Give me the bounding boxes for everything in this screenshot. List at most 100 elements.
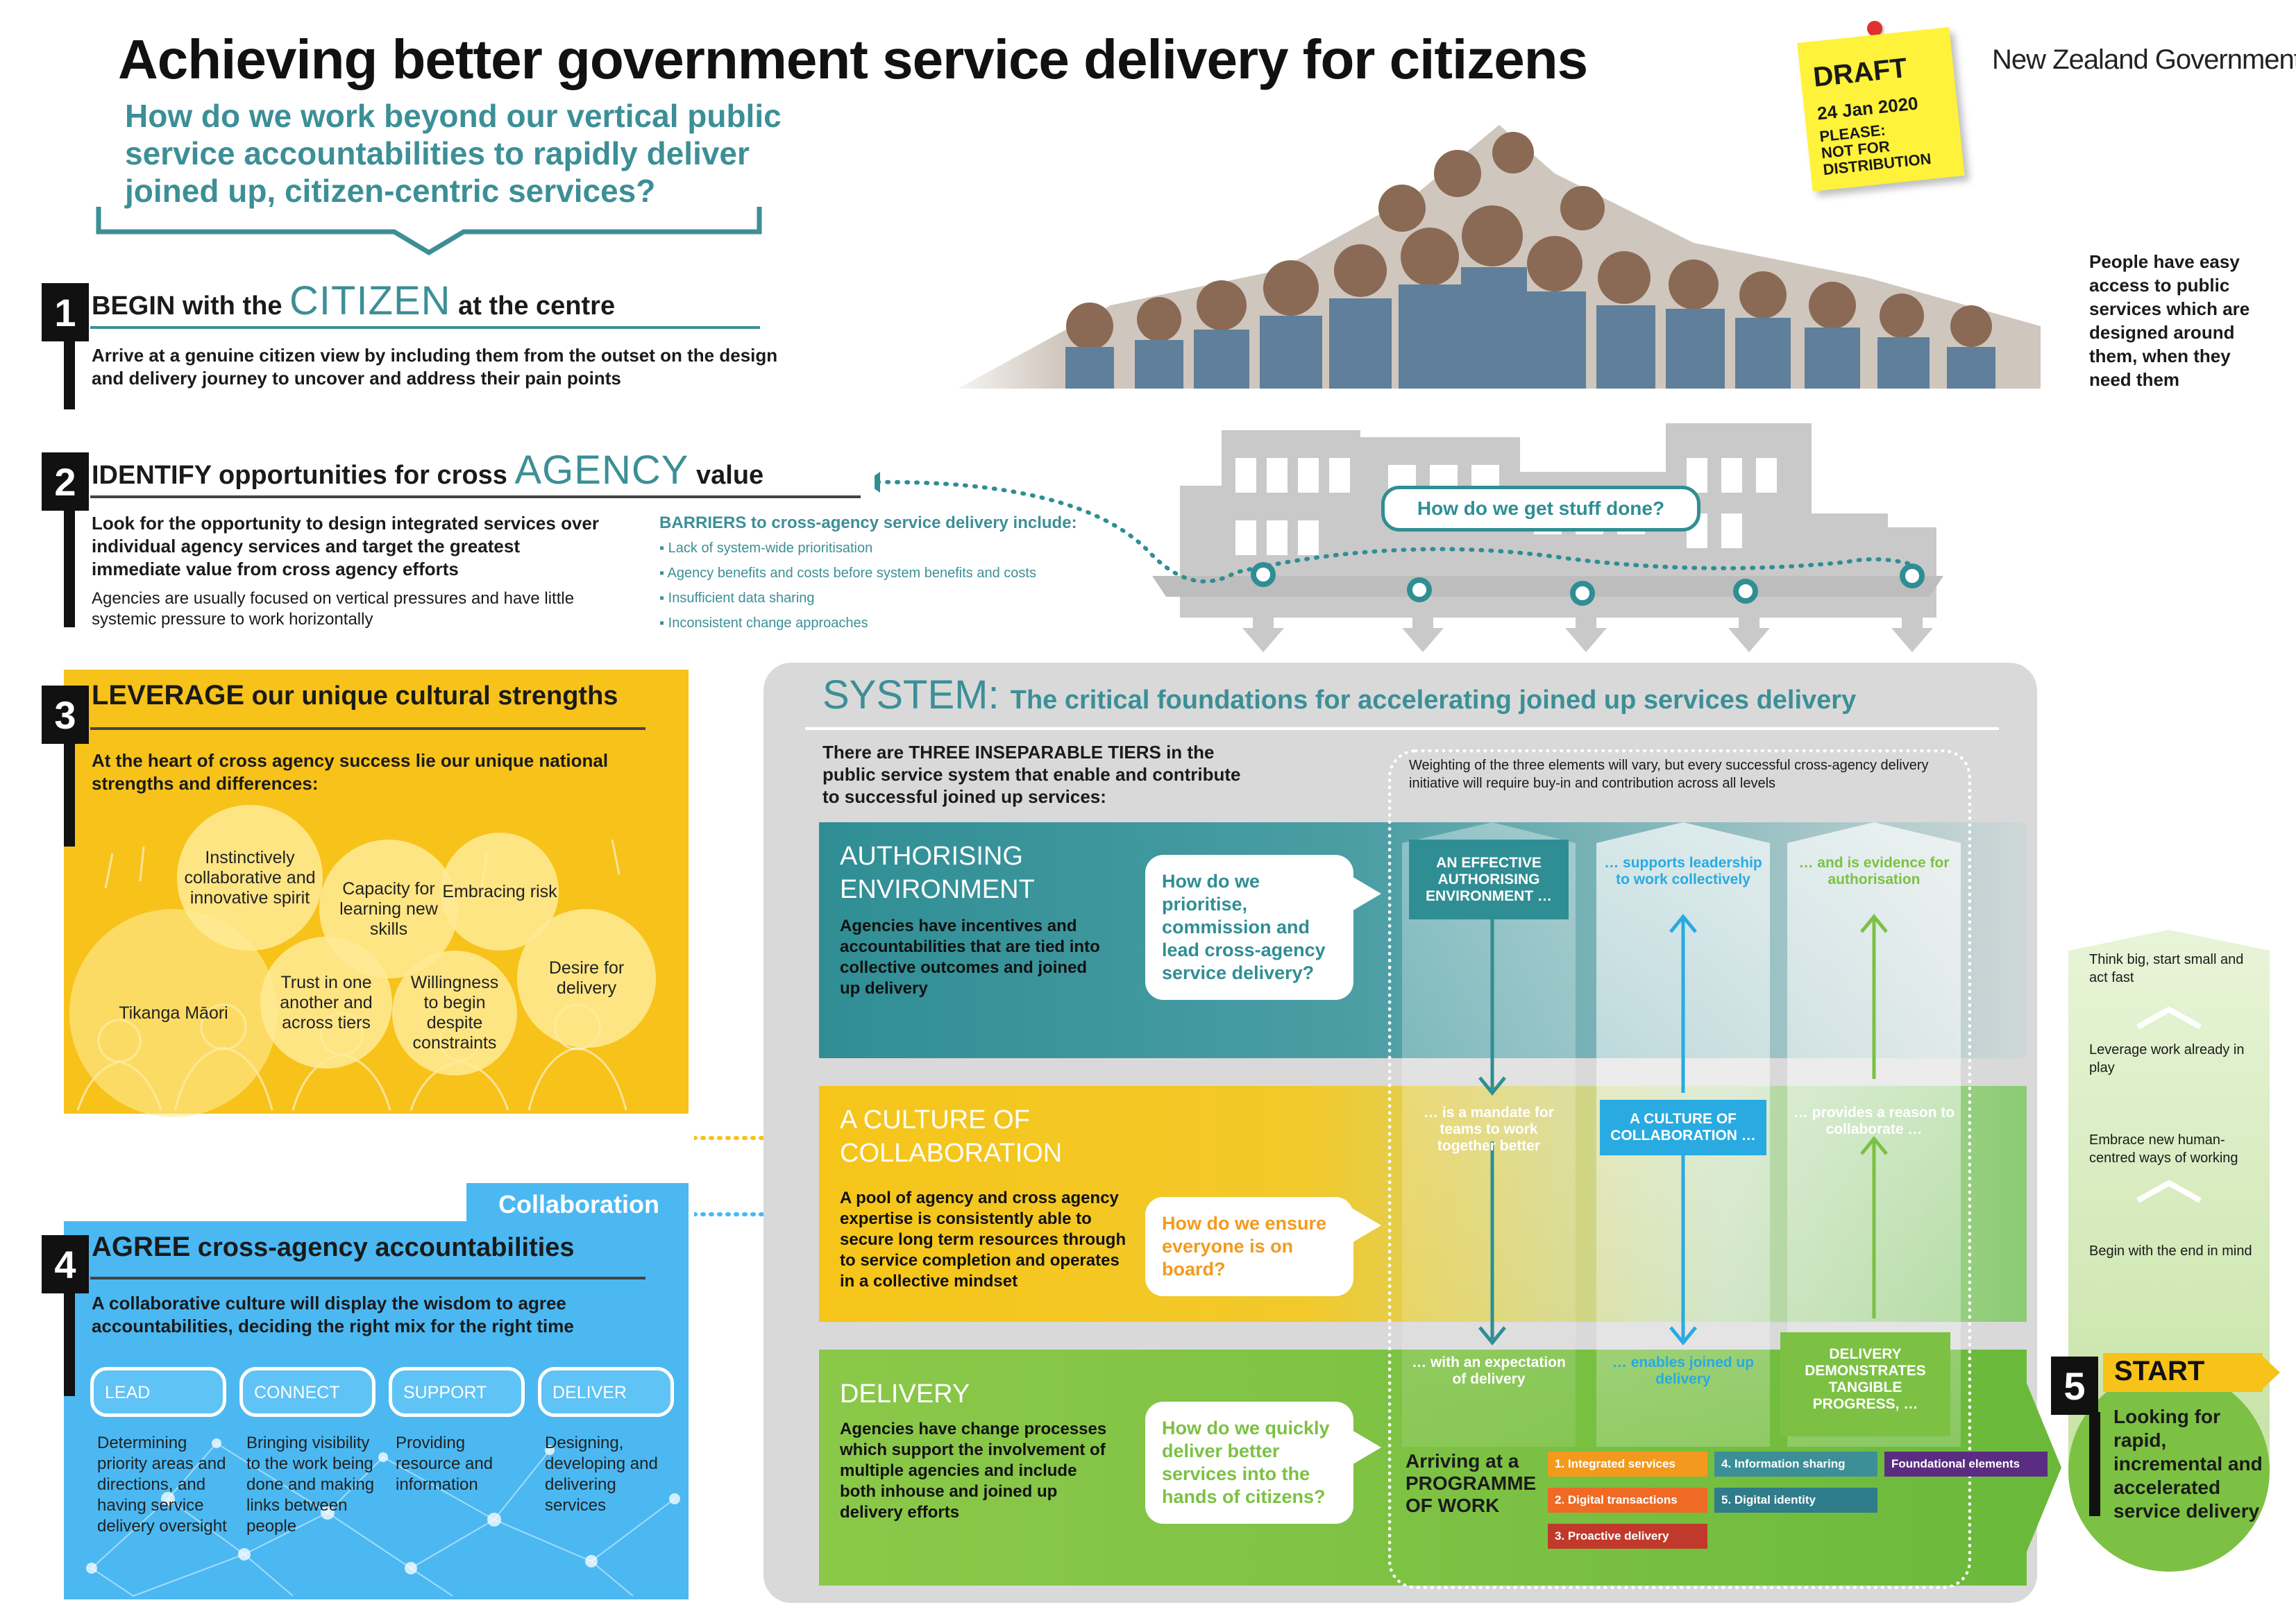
culture-label: Culture xyxy=(580,1116,667,1144)
band-authorising-title: AUTHORISING ENVIRONMENT xyxy=(840,842,1035,904)
step-4-heading-rest: cross-agency accountabilities xyxy=(190,1233,575,1262)
step-2-number: 2 xyxy=(42,452,89,511)
delivery-question-bubble: How do we quickly deliver better service… xyxy=(1145,1402,1353,1524)
authorising-question-bubble: How do we prioritise, commission and lea… xyxy=(1145,855,1353,1000)
band-culture-body: A pool of agency and cross agency expert… xyxy=(840,1189,1126,1291)
step-1-verb: BEGIN xyxy=(92,291,176,321)
step-1-number: 1 xyxy=(42,283,89,341)
barrier-item-label: Lack of system-wide prioritisation xyxy=(668,541,873,556)
column-2-mid-box: A CULTURE OF COLLABORATION … xyxy=(1600,1100,1766,1155)
programme-of-work-label: Arriving at a PROGRAMME OF WORK xyxy=(1406,1450,1537,1516)
step-1-rule xyxy=(90,326,760,329)
barriers-list: ▪ Lack of system-wide prioritisation ▪ A… xyxy=(659,536,1145,636)
strength-circle: Trust in one another and across tiers xyxy=(260,937,392,1069)
step-1-heading-mid: with the xyxy=(175,291,290,321)
people-caption: People have easy access to public servic… xyxy=(2089,251,2250,390)
column-2-top-text: … supports leadership to work collective… xyxy=(1604,855,1762,887)
step-4-verb: AGREE xyxy=(92,1232,191,1262)
step-2-highlight: AGENCY xyxy=(514,448,689,493)
start-banner-tip xyxy=(2259,1353,2280,1392)
step-1-highlight: CITIZEN xyxy=(289,278,451,323)
column-1-top-box: AN EFFECTIVE AUTHORISING ENVIRONMENT … xyxy=(1409,840,1569,919)
step-2-bar xyxy=(64,509,75,627)
collaboration-label: Collaboration xyxy=(498,1190,659,1218)
band-authorising-body: Agencies have incentives and accountabil… xyxy=(840,917,1100,998)
culture-question-bubble: How do we ensure everyone is on board? xyxy=(1145,1197,1353,1296)
accountability-deliver-pill: DELIVER xyxy=(538,1367,674,1417)
system-heading-big: SYSTEM: xyxy=(822,672,999,717)
tiers-intro-pre: There are xyxy=(822,742,909,763)
page-subtitle: How do we work beyond our vertical publi… xyxy=(125,98,782,209)
tip-item: Begin with the end in mind xyxy=(2089,1243,2252,1259)
column-2-bot-text: … enables joined up delivery xyxy=(1612,1354,1755,1387)
step-1-heading: BEGIN with the CITIZEN at the centre xyxy=(92,278,615,324)
step-4-number: 4 xyxy=(42,1235,89,1293)
citizens-photo-collage xyxy=(930,97,2041,389)
step-3-number: 3 xyxy=(42,686,89,744)
band-delivery-title: DELIVERY xyxy=(840,1379,970,1409)
step-3-body: At the heart of cross agency success lie… xyxy=(92,750,609,794)
step-1-heading-end: at the centre xyxy=(450,291,616,321)
accountability-connect-desc: Bringing visibility to the work being do… xyxy=(246,1434,375,1536)
culture-bubble-tail xyxy=(1351,1207,1381,1243)
programme-chip-information-sharing: 4. Information sharing xyxy=(1714,1452,1877,1477)
authorising-bubble-tail xyxy=(1351,876,1381,912)
tiers-intro: There are THREE INSEPARABLE TIERS in the… xyxy=(822,741,1253,808)
step-4-bar xyxy=(64,1292,75,1396)
accountability-lead-pill: LEAD xyxy=(90,1367,226,1417)
step-1-bar xyxy=(64,340,75,409)
programme-chip-foundational-elements: Foundational elements xyxy=(1884,1452,2048,1477)
step-3-rule xyxy=(90,727,645,730)
page-title: Achieving better government service deli… xyxy=(118,28,1588,90)
barrier-item: ▪ Insufficient data sharing xyxy=(659,590,815,606)
subtitle-brace xyxy=(96,207,762,255)
column-1-bot-text: … with an expectation of delivery xyxy=(1412,1354,1566,1387)
tiers-intro-bold: THREE INSEPARABLE TIERS xyxy=(909,742,1161,763)
start-text: Looking for rapid, incremental and accel… xyxy=(2113,1406,2263,1522)
programme-chip-integrated-services: 1. Integrated services xyxy=(1548,1452,1707,1477)
step-5-number: 5 xyxy=(2051,1357,2098,1415)
start-circle xyxy=(2068,1370,2270,1572)
pin-icon xyxy=(1867,21,1882,36)
three-tiers-frame xyxy=(1388,749,1971,1589)
collaboration-tab xyxy=(466,1183,689,1225)
delivery-bubble-tail xyxy=(1351,1429,1381,1465)
culture-panel-notch xyxy=(64,1117,466,1153)
column-1-mid-text: … is a mandate for teams to work togethe… xyxy=(1424,1105,1554,1154)
step-1-body: Arrive at a genuine citizen view by incl… xyxy=(92,345,778,389)
strength-circle: Tikanga Māori xyxy=(69,909,278,1117)
strength-circle: Desire for delivery xyxy=(517,909,656,1048)
system-heading: SYSTEM: The critical foundations for acc… xyxy=(822,672,1856,718)
programme-chip-digital-transactions: 2. Digital transactions xyxy=(1548,1488,1707,1513)
programme-chip-digital-identity: 5. Digital identity xyxy=(1714,1488,1877,1513)
barrier-item-label: Agency benefits and costs before system … xyxy=(667,566,1036,581)
accountability-lead-desc: Determining priority areas and direction… xyxy=(97,1434,227,1536)
band-delivery-body: Agencies have change processes which sup… xyxy=(840,1420,1107,1522)
system-rule xyxy=(805,727,1999,730)
barrier-item-label: Inconsistent change approaches xyxy=(668,615,868,631)
city-question-bubble: How do we get stuff done? xyxy=(1381,486,1700,532)
step-2-heading-end: value xyxy=(689,461,764,490)
step-2-heading: IDENTIFY opportunities for cross AGENCY … xyxy=(92,447,763,493)
city-skyline-illustration xyxy=(875,423,1943,652)
step-2-body-bold: Look for the opportunity to design integ… xyxy=(92,513,599,579)
step-4-body: A collaborative culture will display the… xyxy=(92,1293,574,1336)
strength-circle: Willingness to begin despite constraints xyxy=(392,951,517,1076)
column-3-top-text: … and is evidence for authorisation xyxy=(1798,855,1950,887)
step-3-bar xyxy=(64,742,75,847)
tip-item: Embrace new human-centred ways of workin… xyxy=(2089,1132,2238,1166)
accountability-support-pill: SUPPORT xyxy=(389,1367,525,1417)
column-3-bot-box: DELIVERY DEMONSTRATES TANGIBLE PROGRESS,… xyxy=(1780,1332,1950,1436)
network-pattern xyxy=(86,1438,680,1597)
column-3-mid-text: … provides a reason to collaborate … xyxy=(1793,1105,1955,1137)
step-5-bar xyxy=(2089,1412,2100,1516)
barrier-item: ▪ Inconsistent change approaches xyxy=(659,615,868,631)
accountability-connect-pill: CONNECT xyxy=(239,1367,375,1417)
tip-item: Think big, start small and act fast xyxy=(2089,952,2244,985)
barrier-item: ▪ Agency benefits and costs before syste… xyxy=(659,566,1036,581)
step-2-rule xyxy=(90,495,861,498)
weighting-note: Weighting of the three elements will var… xyxy=(1409,758,1929,791)
step-2-verb: IDENTIFY xyxy=(92,461,212,490)
tip-item: Leverage work already in play xyxy=(2089,1042,2245,1076)
step-2-heading-mid: opportunities for cross xyxy=(211,461,515,490)
